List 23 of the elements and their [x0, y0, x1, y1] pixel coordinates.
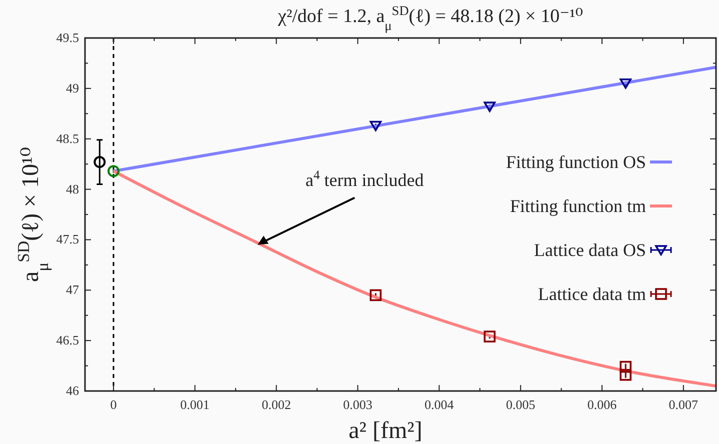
x-tick-label: 0.007: [668, 397, 699, 412]
legend-label: Lattice data OS: [534, 240, 646, 260]
annotation: a$^{4}$ term included: [305, 168, 424, 190]
legend-label: Fitting function tm: [510, 196, 646, 216]
y-tick-label: 49.5: [56, 30, 79, 45]
x-tick-label: 0.002: [262, 397, 291, 412]
y-tick-label: 46.5: [56, 332, 79, 348]
x-axis-title: a² [fm²]: [348, 418, 422, 444]
x-tick-label: 0.005: [506, 397, 536, 412]
x-tick-label: 0.004: [424, 397, 454, 412]
y-tick-label: 48: [66, 181, 79, 196]
y-tick-label: 47: [66, 282, 80, 298]
x-tick-label: 0: [110, 397, 117, 412]
x-tick-label: 0.001: [180, 397, 210, 412]
y-tick-label: 47.5: [56, 232, 79, 247]
y-tick-label: 48.5: [56, 130, 79, 146]
y-tick-label: 46: [66, 383, 80, 398]
chart-title: χ²/dof = 1.2, a$_{μ}$$^{SD}$(ℓ) = 48.18 (2) × 10⁻¹⁰: [277, 2, 584, 32]
legend-label: Fitting function OS: [506, 152, 646, 172]
legend-label: Lattice data tm: [538, 284, 646, 304]
y-tick-label: 49: [66, 80, 79, 96]
x-tick-label: 0.003: [343, 397, 372, 412]
x-tick-label: 0.006: [587, 397, 618, 412]
